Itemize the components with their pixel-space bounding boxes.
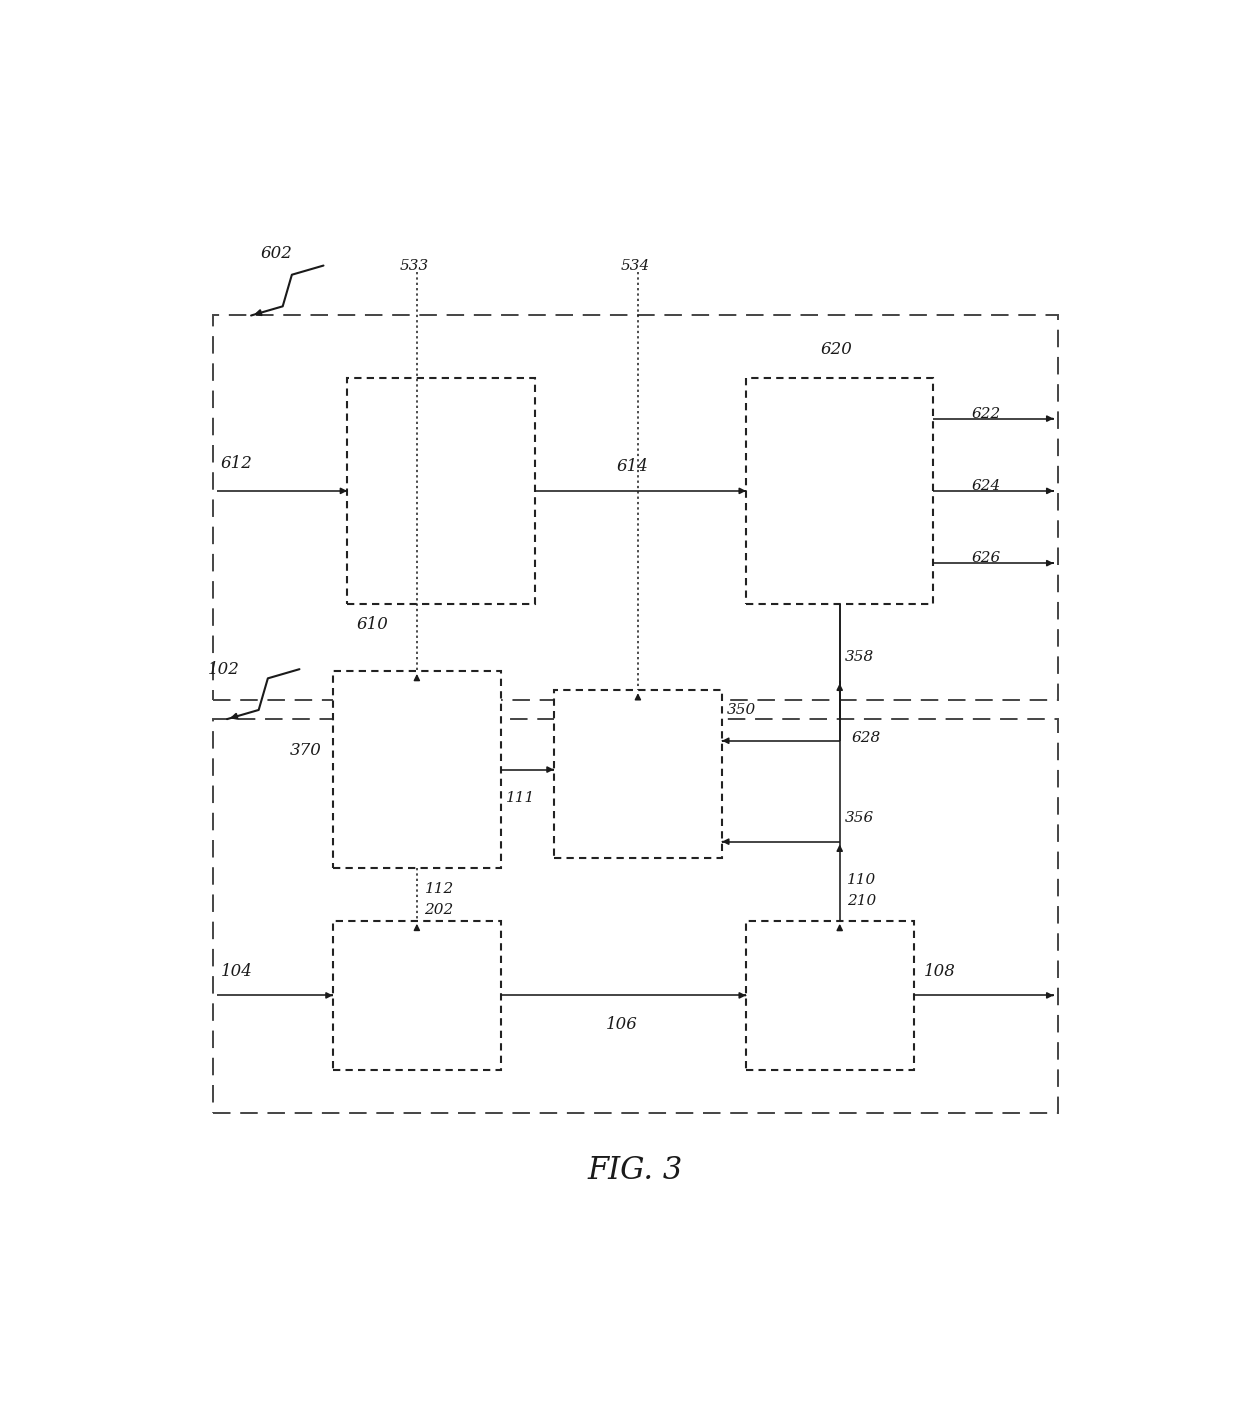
Text: 614: 614 [616, 459, 649, 476]
Text: 624: 624 [972, 478, 1001, 493]
Bar [746, 921, 914, 1069]
Text: 108: 108 [924, 963, 956, 980]
Text: 110: 110 [847, 873, 877, 887]
Bar [332, 671, 501, 869]
Text: FIG. 3: FIG. 3 [588, 1155, 683, 1186]
Bar [213, 719, 1058, 1114]
Bar [332, 921, 501, 1069]
Bar [554, 691, 722, 859]
Text: 620: 620 [821, 340, 852, 357]
Text: 533: 533 [399, 259, 429, 272]
Text: 111: 111 [506, 792, 534, 806]
Text: 534: 534 [620, 259, 650, 272]
Text: 602: 602 [260, 245, 293, 262]
Text: 358: 358 [844, 649, 874, 664]
Text: 102: 102 [208, 661, 239, 678]
Text: 622: 622 [972, 407, 1001, 422]
Text: 628: 628 [851, 732, 880, 745]
Text: 202: 202 [424, 903, 454, 917]
Text: 210: 210 [847, 894, 877, 907]
Text: 356: 356 [844, 810, 874, 824]
Bar [213, 316, 1058, 701]
Text: 104: 104 [221, 963, 252, 980]
Text: 112: 112 [424, 883, 454, 896]
Text: 106: 106 [606, 1015, 639, 1032]
Text: 626: 626 [972, 551, 1001, 565]
Text: 370: 370 [290, 742, 321, 759]
Bar [746, 377, 934, 604]
Text: 612: 612 [221, 456, 252, 473]
Text: 350: 350 [727, 702, 756, 716]
Text: 610: 610 [357, 617, 388, 634]
Bar [347, 377, 534, 604]
